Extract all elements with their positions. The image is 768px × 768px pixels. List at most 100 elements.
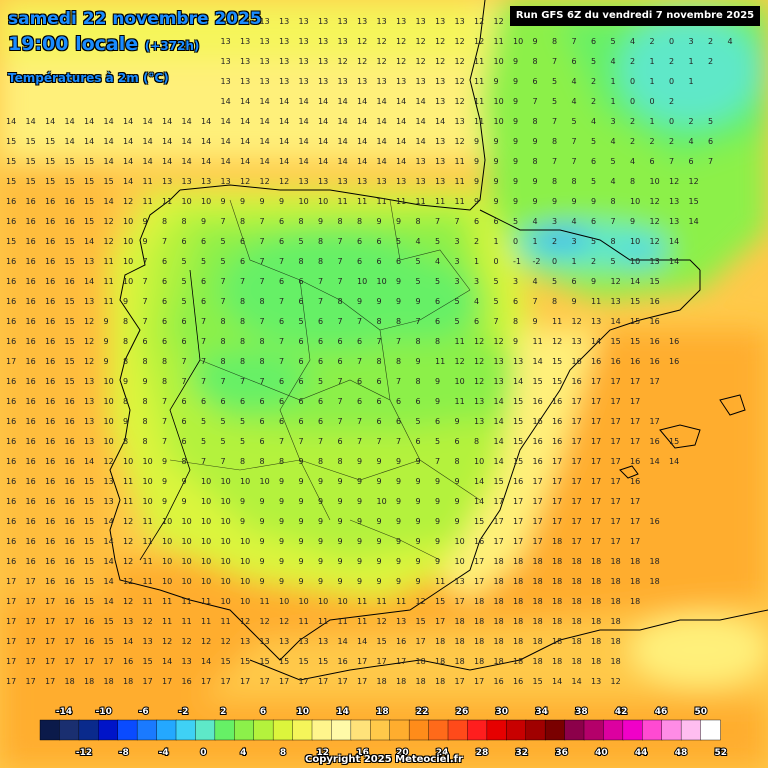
grid-value: 9 — [396, 537, 401, 546]
grid-value: 17 — [630, 377, 640, 386]
grid-value: 18 — [513, 657, 523, 666]
grid-value: 12 — [240, 177, 250, 186]
grid-value: 1 — [650, 77, 655, 86]
grid-value: 17 — [45, 617, 55, 626]
grid-value: 12 — [123, 577, 133, 586]
grid-value: 15 — [84, 557, 94, 566]
grid-value: 13 — [396, 617, 406, 626]
grid-value: 17 — [6, 597, 16, 606]
grid-value: 11 — [455, 197, 465, 206]
grid-value: 4 — [611, 137, 616, 146]
grid-value: 7 — [201, 357, 206, 366]
grid-value: 10 — [377, 277, 387, 286]
grid-value: 14 — [260, 97, 270, 106]
legend-swatch — [98, 719, 119, 741]
grid-value: 18 — [494, 637, 504, 646]
grid-value: 16 — [45, 357, 55, 366]
grid-value: 9 — [104, 317, 109, 326]
grid-value: 8 — [552, 37, 557, 46]
grid-value: 11 — [338, 617, 348, 626]
grid-value: 0 — [669, 117, 674, 126]
grid-value: 10 — [201, 477, 211, 486]
grid-value: 18 — [591, 637, 601, 646]
grid-value: 10 — [318, 197, 328, 206]
grid-value: 8 — [552, 297, 557, 306]
grid-value: 8 — [318, 257, 323, 266]
grid-value: 12 — [650, 217, 660, 226]
grid-value: 15 — [630, 337, 640, 346]
grid-value: 5 — [572, 117, 577, 126]
grid-value: 10 — [143, 477, 153, 486]
grid-value: 17 — [65, 657, 75, 666]
grid-value: 14 — [689, 217, 699, 226]
grid-value: 16 — [26, 517, 36, 526]
grid-value: 7 — [455, 217, 460, 226]
grid-value: 9 — [494, 177, 499, 186]
grid-value: 16 — [45, 237, 55, 246]
grid-value: 8 — [416, 217, 421, 226]
grid-value: 11 — [455, 157, 465, 166]
legend-bottom-label: 24 — [436, 748, 449, 758]
grid-value: 7 — [260, 257, 265, 266]
grid-value: 6 — [299, 417, 304, 426]
grid-value: 16 — [533, 437, 543, 446]
grid-value: 12 — [84, 337, 94, 346]
grid-value: 9 — [377, 577, 382, 586]
grid-value: 16 — [45, 437, 55, 446]
grid-value: 7 — [279, 337, 284, 346]
grid-value: 18 — [494, 617, 504, 626]
grid-value: 0 — [552, 257, 557, 266]
grid-value: 14 — [377, 157, 387, 166]
grid-value: 18 — [611, 617, 621, 626]
grid-value: 16 — [45, 397, 55, 406]
grid-value: 14 — [65, 117, 75, 126]
grid-value: 16 — [513, 677, 523, 686]
grid-value: 7 — [338, 317, 343, 326]
grid-value: 14 — [201, 137, 211, 146]
grid-value: 16 — [6, 197, 16, 206]
legend-swatch — [661, 719, 682, 741]
grid-value: 18 — [552, 577, 562, 586]
grid-value: 8 — [299, 217, 304, 226]
grid-value: 6 — [474, 317, 479, 326]
grid-value: 2 — [708, 37, 713, 46]
grid-value: 6 — [533, 77, 538, 86]
grid-value: 10 — [143, 497, 153, 506]
grid-value: 15 — [377, 637, 387, 646]
grid-value: 16 — [45, 517, 55, 526]
grid-value: 6 — [591, 37, 596, 46]
grid-value: 1 — [689, 77, 694, 86]
grid-value: 13 — [84, 397, 94, 406]
grid-value: 17 — [591, 397, 601, 406]
grid-value: 6 — [494, 217, 499, 226]
grid-value: 7 — [260, 237, 265, 246]
grid-value: 6 — [299, 337, 304, 346]
grid-value: 9 — [104, 357, 109, 366]
grid-value: 10 — [162, 577, 172, 586]
grid-value: 9 — [240, 497, 245, 506]
grid-value: 13 — [221, 57, 231, 66]
grid-value: 14 — [279, 157, 289, 166]
grid-value: 17 — [591, 457, 601, 466]
grid-value: 17 — [26, 577, 36, 586]
grid-value: 16 — [45, 537, 55, 546]
grid-value: 6 — [240, 257, 245, 266]
grid-value: 12 — [357, 37, 367, 46]
grid-value: 16 — [6, 437, 16, 446]
grid-value: 17 — [611, 477, 621, 486]
grid-value: 13 — [260, 77, 270, 86]
legend-bottom-label: 8 — [280, 748, 286, 758]
grid-value: 1 — [572, 257, 577, 266]
forecast-date: samedi 22 novembre 2025 — [8, 9, 262, 29]
grid-value: 15 — [65, 317, 75, 326]
grid-value: 9 — [338, 557, 343, 566]
grid-value: 14 — [299, 157, 309, 166]
grid-value: 13 — [299, 57, 309, 66]
grid-value: 6 — [357, 377, 362, 386]
grid-value: 14 — [416, 117, 426, 126]
grid-value: 13 — [435, 77, 445, 86]
grid-value: 6 — [299, 277, 304, 286]
grid-value: 7 — [338, 277, 343, 286]
grid-value: 5 — [221, 417, 226, 426]
grid-value: 13 — [338, 17, 348, 26]
